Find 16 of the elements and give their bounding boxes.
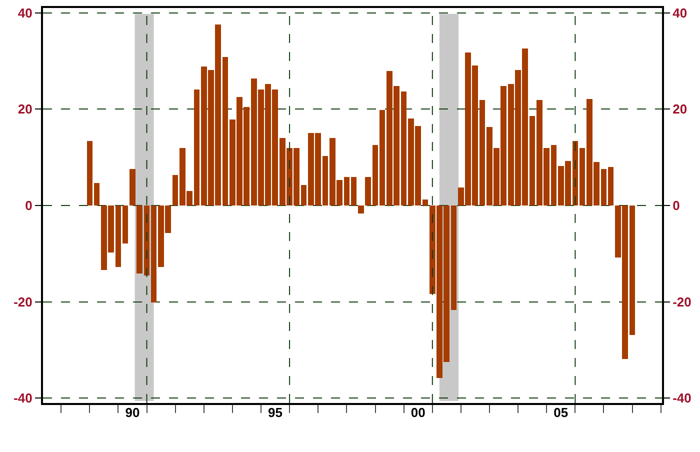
y2-tick-label: 20	[672, 102, 688, 117]
x-tick-label: 00	[410, 405, 426, 420]
y-tick-label: 0	[25, 198, 32, 214]
y2-tick-label: -20	[672, 294, 692, 310]
y-tick-label: -40	[14, 390, 32, 406]
y2-tick-label: -40	[672, 390, 692, 406]
x-tick-label: 90	[125, 405, 140, 420]
y-tick-label: 40	[18, 5, 32, 20]
y2-tick-label: 40	[672, 5, 688, 20]
x-tick-label: 95	[268, 405, 282, 420]
x-tick-label: 05	[554, 405, 568, 420]
bar	[358, 206, 364, 214]
y2-tick-label: 0	[672, 198, 680, 214]
y-tick-label: -20	[14, 294, 32, 310]
bar	[129, 168, 136, 206]
y-tick-label: 20	[18, 102, 32, 117]
